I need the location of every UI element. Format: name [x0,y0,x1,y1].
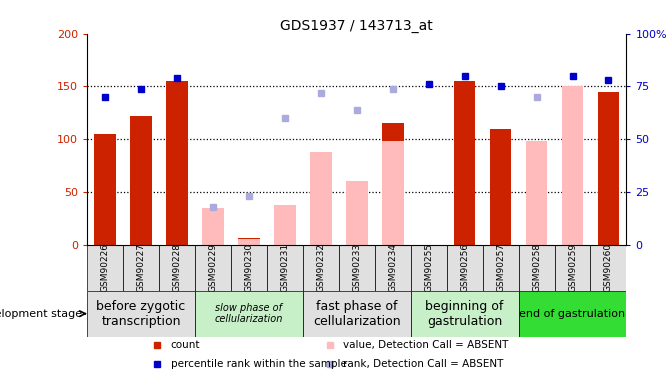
Text: GSM90234: GSM90234 [388,243,397,292]
Text: count: count [171,340,200,350]
Text: GSM90227: GSM90227 [137,243,145,292]
Bar [519,244,555,291]
Bar [130,116,152,244]
Bar [310,152,332,244]
Text: end of gastrulation: end of gastrulation [519,309,626,319]
Text: slow phase of
cellularization: slow phase of cellularization [214,303,283,324]
Bar [231,244,267,291]
Text: percentile rank within the sample: percentile rank within the sample [171,359,346,369]
Bar [166,81,188,245]
Bar [202,208,224,245]
Bar [447,244,482,291]
Bar [195,244,231,291]
Text: GSM90232: GSM90232 [316,243,326,292]
Text: GSM90226: GSM90226 [100,243,110,292]
Bar [238,239,260,244]
Bar [561,87,584,245]
Bar [375,244,411,291]
Bar [346,182,368,244]
Bar [454,81,476,245]
Text: GSM90257: GSM90257 [496,243,505,292]
Bar [382,141,403,244]
Bar [274,205,295,245]
Text: rank, Detection Call = ABSENT: rank, Detection Call = ABSENT [343,359,504,369]
Bar [303,244,339,291]
Text: GSM90255: GSM90255 [424,243,433,292]
Bar [123,244,159,291]
Text: GSM90260: GSM90260 [604,243,613,292]
Bar [555,244,590,291]
Text: before zygotic
transcription: before zygotic transcription [96,300,186,328]
Text: GSM90258: GSM90258 [532,243,541,292]
Bar [382,123,403,244]
Text: GSM90230: GSM90230 [245,243,253,292]
Text: GSM90231: GSM90231 [280,243,289,292]
Text: fast phase of
cellularization: fast phase of cellularization [313,300,401,328]
Bar [87,244,123,291]
Bar [482,244,519,291]
Bar [339,244,375,291]
Text: GSM90259: GSM90259 [568,243,577,292]
Bar [94,134,116,244]
Title: GDS1937 / 143713_at: GDS1937 / 143713_at [281,19,433,33]
Text: value, Detection Call = ABSENT: value, Detection Call = ABSENT [343,340,509,350]
Text: GSM90228: GSM90228 [172,243,182,292]
Bar [519,291,626,337]
Bar [411,244,447,291]
Bar [303,291,411,337]
Bar [590,244,626,291]
Text: GSM90229: GSM90229 [208,243,218,292]
Bar [202,242,224,244]
Bar [159,244,195,291]
Bar [526,141,547,244]
Bar [267,244,303,291]
Bar [490,129,511,244]
Text: development stage: development stage [0,309,82,319]
Text: GSM90233: GSM90233 [352,243,361,292]
Bar [411,291,519,337]
Bar [238,238,260,244]
Text: beginning of
gastrulation: beginning of gastrulation [425,300,504,328]
Bar [195,291,303,337]
Text: GSM90256: GSM90256 [460,243,469,292]
Bar [598,92,619,244]
Bar [87,291,195,337]
